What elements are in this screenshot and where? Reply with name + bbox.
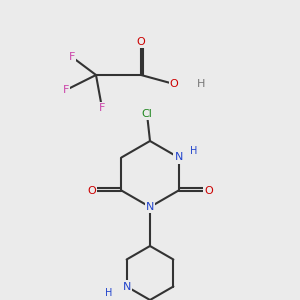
Text: Cl: Cl xyxy=(142,109,152,119)
Text: N: N xyxy=(146,202,154,212)
Text: O: O xyxy=(87,185,96,196)
Text: N: N xyxy=(174,152,183,163)
Text: F: F xyxy=(69,52,75,62)
Text: O: O xyxy=(204,185,213,196)
Text: F: F xyxy=(99,103,105,113)
Text: H: H xyxy=(197,79,205,89)
Text: N: N xyxy=(122,281,131,292)
Text: F: F xyxy=(63,85,69,95)
Text: H: H xyxy=(190,146,197,157)
Text: H: H xyxy=(105,287,112,298)
Text: O: O xyxy=(136,37,146,47)
Text: O: O xyxy=(169,79,178,89)
